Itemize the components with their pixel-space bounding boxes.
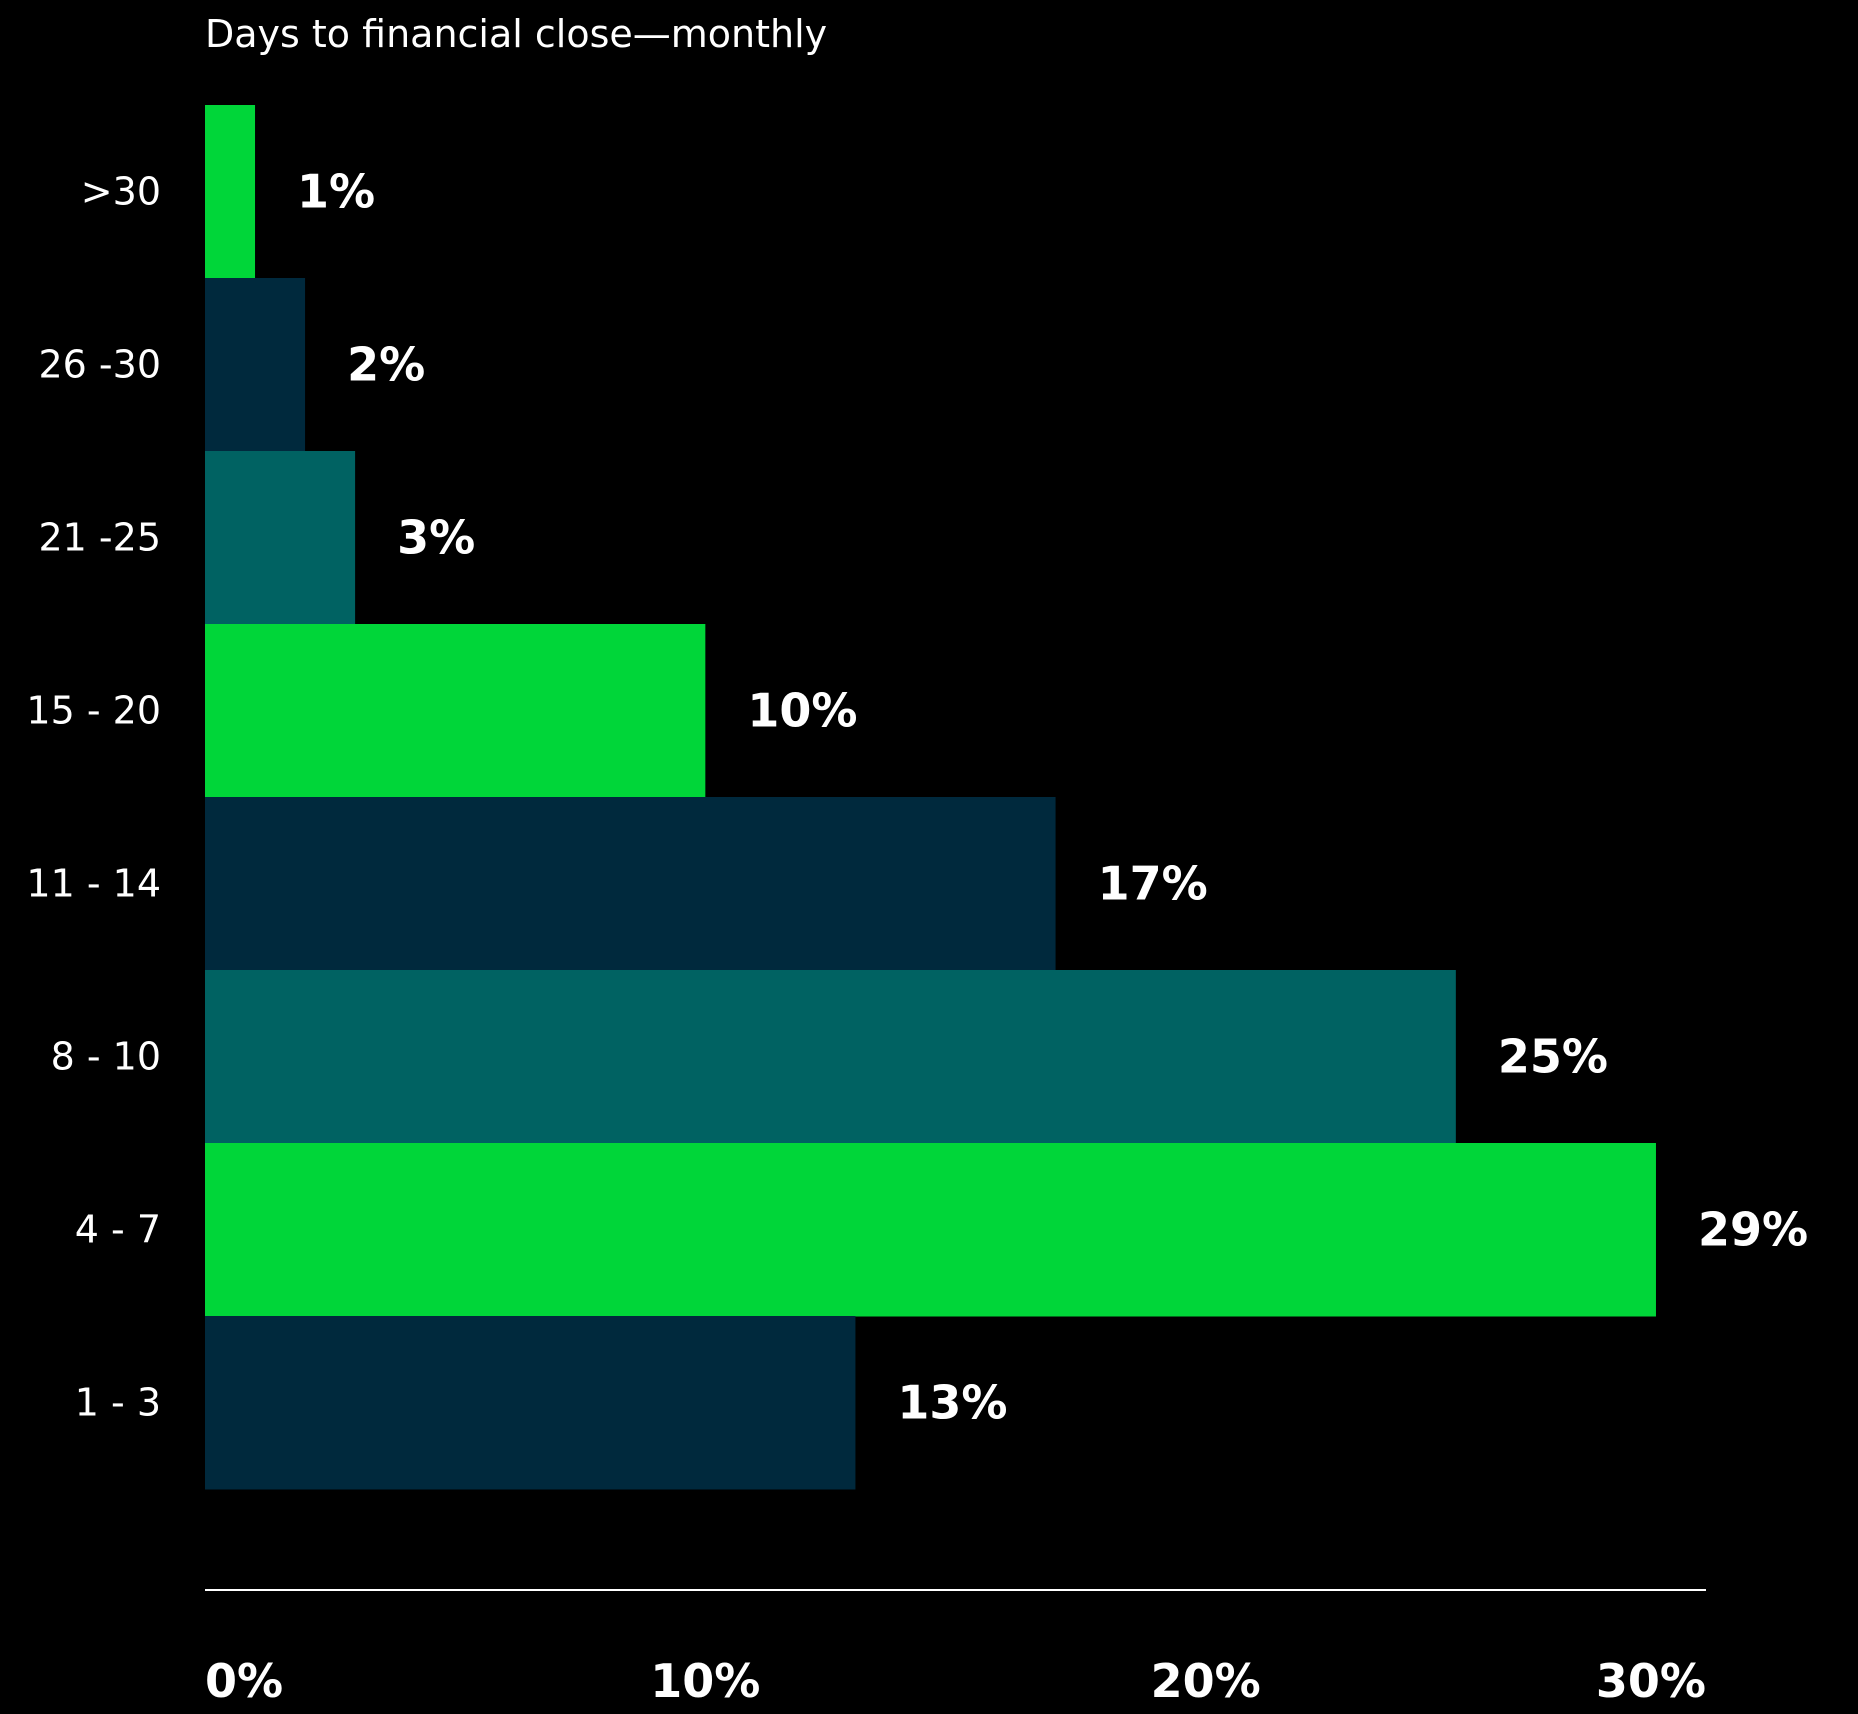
bar-26-30 <box>205 278 306 452</box>
x-tick-label-20: 20% <box>1151 1654 1261 1708</box>
chart-title: Days to financial close—monthly <box>205 12 827 56</box>
value-label-1-3: 13% <box>897 1376 1007 1430</box>
value-label-21-25: 3% <box>397 511 475 565</box>
bar-1-3 <box>205 1316 856 1490</box>
bars-group <box>205 105 1656 1490</box>
value-label-30: 1% <box>297 165 375 219</box>
category-label-30: >30 <box>81 170 161 214</box>
category-label-1-3: 1 - 3 <box>75 1381 161 1425</box>
x-tick-label-10: 10% <box>650 1654 760 1708</box>
value-labels-group: 1% 2% 3% 10% 17% 25% 29% 13% <box>297 165 1808 1430</box>
value-label-26-30: 2% <box>347 338 425 392</box>
category-label-21-25: 21 -25 <box>39 516 162 560</box>
bar-4-7 <box>205 1143 1656 1317</box>
value-label-11-14: 17% <box>1098 857 1208 911</box>
x-tick-labels-group: 0% 10% 20% 30% <box>205 1654 1706 1708</box>
category-label-26-30: 26 -30 <box>39 343 162 387</box>
x-tick-label-30: 30% <box>1596 1654 1706 1708</box>
category-label-11-14: 11 - 14 <box>26 862 161 906</box>
category-label-15-20: 15 - 20 <box>26 689 161 733</box>
value-label-4-7: 29% <box>1698 1203 1808 1257</box>
category-label-4-7: 4 - 7 <box>75 1208 161 1252</box>
bar-21-25 <box>205 451 356 625</box>
bar-11-14 <box>205 797 1056 971</box>
value-label-8-10: 25% <box>1498 1030 1608 1084</box>
category-labels-group: >30 26 -30 21 -25 15 - 20 11 - 14 8 - 10 4 - 7… <box>26 170 161 1425</box>
bar-15-20 <box>205 624 706 798</box>
value-label-15-20: 10% <box>747 684 857 738</box>
bar-30 <box>205 105 256 279</box>
x-tick-label-0: 0% <box>205 1654 283 1708</box>
bar-8-10 <box>205 970 1456 1144</box>
category-label-8-10: 8 - 10 <box>51 1035 161 1079</box>
